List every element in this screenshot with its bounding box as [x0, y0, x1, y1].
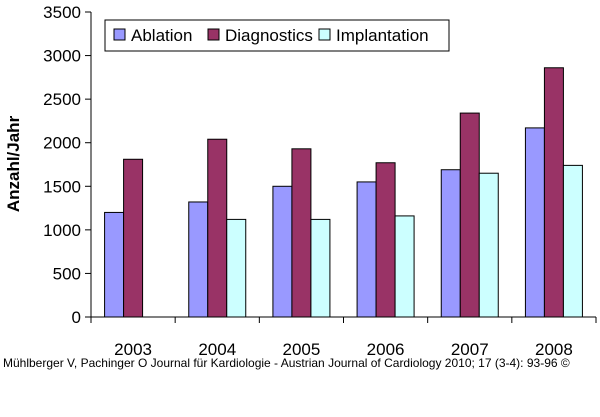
legend-label-diagnostics: Diagnostics [225, 26, 313, 45]
bar-ablation-2004 [188, 201, 209, 318]
y-tick-label: 0 [72, 308, 81, 327]
x-tick-label: 2003 [114, 340, 152, 359]
bar-diagnostics-2003 [123, 158, 144, 318]
y-axis-label: Anzahl/Jahr [4, 115, 23, 212]
bar-diagnostics-2007 [459, 112, 480, 318]
bar-implantation-2004 [226, 218, 247, 318]
axes [90, 12, 596, 318]
y-axis: 0 500 1000 1500 2000 2500 3000 3500 [43, 3, 91, 327]
bar-diagnostics-2006 [375, 162, 396, 318]
y-tick-label: 1500 [43, 177, 81, 196]
legend: Ablation Diagnostics Implantation [104, 19, 450, 52]
x-tick-label: 2004 [198, 340, 236, 359]
bar-implantation-2008 [562, 164, 583, 318]
y-tick-label: 2500 [43, 90, 81, 109]
x-tick-label: 2005 [283, 340, 321, 359]
bar-implantation-2006 [394, 215, 415, 318]
legend-label-implantation: Implantation [336, 26, 429, 45]
bars [104, 67, 583, 318]
bar-diagnostics-2008 [543, 67, 564, 318]
x-tick-label: 2008 [535, 340, 573, 359]
y-tick-label: 500 [53, 264, 81, 283]
bar-ablation-2005 [272, 185, 293, 318]
bar-implantation-2005 [310, 218, 331, 318]
bar-ablation-2006 [356, 181, 377, 318]
citation: Mühlberger V, Pachinger O Journal für Ka… [3, 356, 570, 370]
legend-swatch-implantation [318, 28, 331, 41]
x-axis: 2003 2004 2005 2006 2007 2008 [90, 317, 597, 359]
legend-swatch-ablation [113, 28, 126, 41]
bar-diagnostics-2005 [291, 148, 312, 318]
legend-swatch-diagnostics [207, 28, 220, 41]
bar-diagnostics-2004 [207, 138, 228, 318]
bar-ablation-2008 [524, 127, 545, 318]
y-tick-label: 1000 [43, 221, 81, 240]
legend-label-ablation: Ablation [131, 26, 192, 45]
y-tick-label: 3500 [43, 3, 81, 22]
x-tick-label: 2006 [367, 340, 405, 359]
x-tick-label: 2007 [451, 340, 489, 359]
bar-ablation-2003 [104, 211, 125, 318]
y-tick-label: 2000 [43, 134, 81, 153]
bar-implantation-2007 [478, 172, 499, 318]
bar-ablation-2007 [440, 169, 461, 318]
y-tick-label: 3000 [43, 47, 81, 66]
legend-box [104, 19, 450, 52]
